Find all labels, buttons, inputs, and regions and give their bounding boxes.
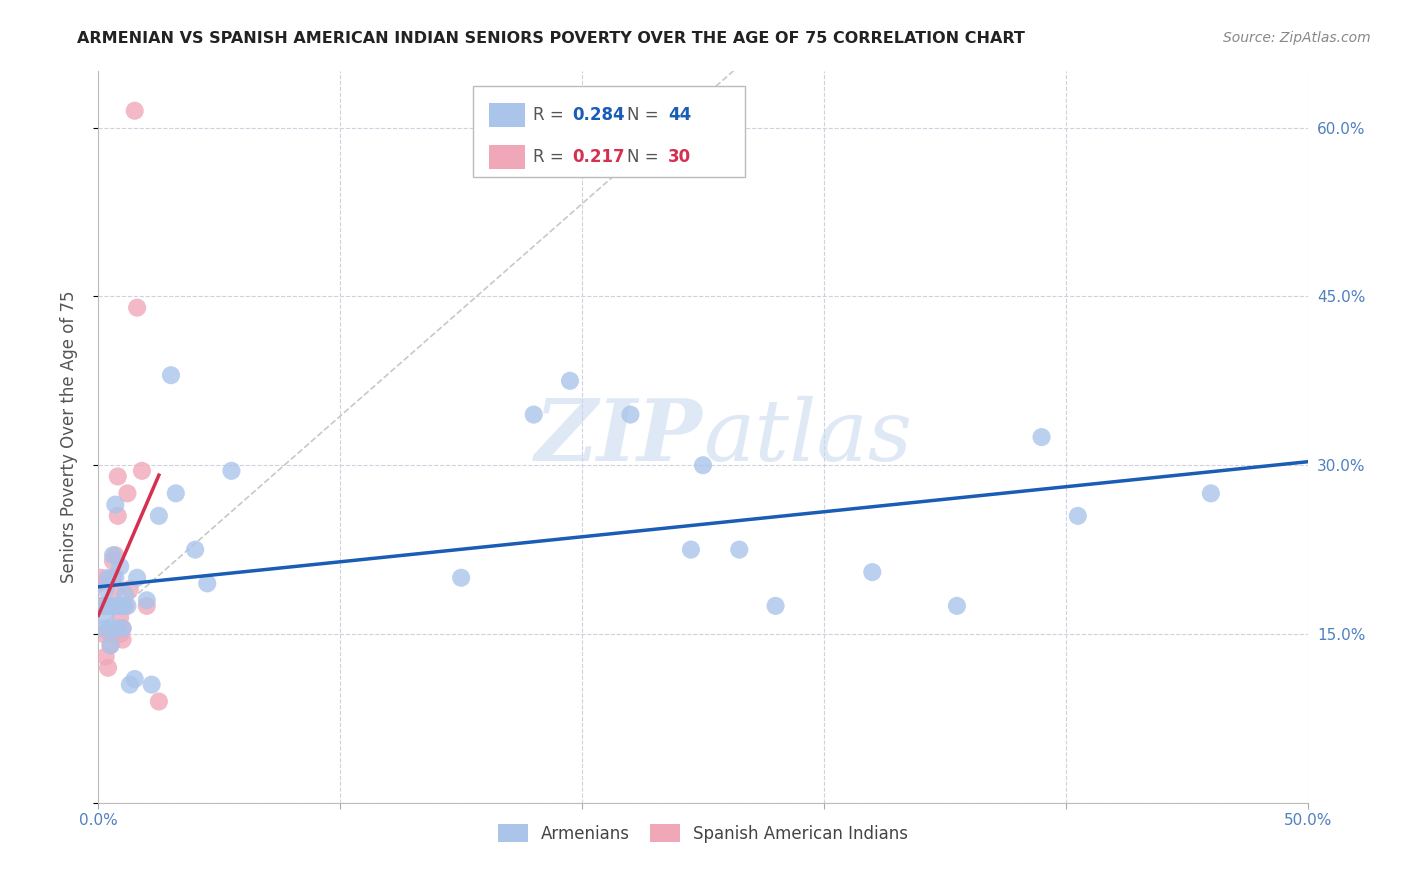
Point: [100, 638, 122, 652]
Point: [135, 599, 157, 613]
Point: [619, 408, 641, 422]
Point: [91, 627, 114, 641]
Point: [101, 599, 124, 613]
Text: 0.284: 0.284: [572, 106, 626, 124]
Legend: Armenians, Spanish American Indians: Armenians, Spanish American Indians: [491, 818, 915, 849]
Point: [101, 554, 124, 568]
Text: atlas: atlas: [703, 396, 912, 478]
Point: [1199, 486, 1222, 500]
Text: ARMENIAN VS SPANISH AMERICAN INDIAN SENIORS POVERTY OVER THE AGE OF 75 CORRELATI: ARMENIAN VS SPANISH AMERICAN INDIAN SENI…: [77, 31, 1025, 46]
Point: [117, 599, 139, 613]
Point: [104, 548, 127, 562]
Point: [160, 368, 183, 383]
Point: [100, 599, 122, 613]
Point: [94, 649, 117, 664]
Point: [87, 599, 110, 613]
Point: [97, 599, 120, 613]
Point: [94, 599, 117, 613]
Point: [100, 627, 122, 641]
FancyBboxPatch shape: [474, 86, 745, 178]
Point: [148, 694, 170, 708]
Point: [124, 103, 146, 118]
Bar: [489, 145, 526, 169]
Point: [946, 599, 969, 613]
Point: [860, 565, 883, 579]
Point: [111, 632, 134, 647]
Point: [114, 599, 136, 613]
Point: [90, 571, 112, 585]
Point: [148, 508, 170, 523]
Point: [450, 571, 472, 585]
Point: [100, 638, 122, 652]
Point: [94, 610, 117, 624]
Point: [558, 374, 581, 388]
Point: [131, 464, 153, 478]
Point: [97, 571, 120, 585]
Point: [101, 571, 124, 585]
Text: R =: R =: [533, 106, 568, 124]
Point: [111, 599, 134, 613]
Point: [108, 627, 131, 641]
Point: [124, 672, 146, 686]
Point: [679, 542, 702, 557]
Point: [141, 678, 163, 692]
Text: 44: 44: [668, 106, 692, 124]
Y-axis label: Seniors Poverty Over the Age of 75: Seniors Poverty Over the Age of 75: [59, 291, 77, 583]
Point: [91, 599, 114, 613]
Point: [97, 661, 120, 675]
Point: [107, 621, 129, 635]
Point: [195, 576, 218, 591]
Point: [100, 621, 122, 635]
Point: [107, 508, 129, 523]
Text: N =: N =: [627, 148, 664, 166]
Point: [692, 458, 714, 473]
Point: [1031, 430, 1053, 444]
Point: [165, 486, 187, 500]
Bar: [489, 103, 526, 127]
Point: [108, 599, 131, 613]
Point: [104, 498, 127, 512]
Text: R =: R =: [533, 148, 568, 166]
Point: [127, 301, 149, 315]
Point: [91, 621, 114, 635]
Point: [523, 408, 546, 422]
Point: [117, 486, 139, 500]
Text: Source: ZipAtlas.com: Source: ZipAtlas.com: [1223, 31, 1371, 45]
Text: ZIP: ZIP: [536, 395, 703, 479]
Point: [107, 469, 129, 483]
Point: [111, 621, 134, 635]
Point: [184, 542, 207, 557]
Point: [107, 599, 129, 613]
Point: [108, 559, 131, 574]
Point: [90, 599, 112, 613]
Point: [104, 571, 127, 585]
Point: [135, 593, 157, 607]
Point: [221, 464, 243, 478]
Point: [91, 599, 114, 613]
Point: [127, 571, 149, 585]
Point: [118, 582, 141, 596]
Point: [87, 576, 110, 591]
Text: N =: N =: [627, 106, 664, 124]
Point: [118, 678, 141, 692]
Point: [101, 548, 124, 562]
Text: 0.217: 0.217: [572, 148, 626, 166]
Text: 30: 30: [668, 148, 692, 166]
Point: [111, 621, 134, 635]
Point: [114, 588, 136, 602]
Point: [108, 610, 131, 624]
Point: [94, 582, 117, 596]
Point: [728, 542, 751, 557]
Point: [104, 582, 127, 596]
Point: [1067, 508, 1090, 523]
Point: [765, 599, 787, 613]
